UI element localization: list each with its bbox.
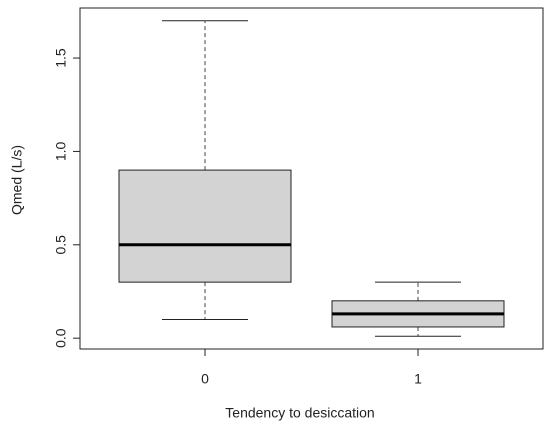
x-tick-label: 0 xyxy=(201,371,209,387)
y-tick-label: 1.5 xyxy=(53,48,69,68)
plot-frame xyxy=(79,7,544,350)
box xyxy=(118,169,292,283)
x-tick-label: 1 xyxy=(414,371,422,387)
y-tick-label: 1.0 xyxy=(53,141,69,161)
x-axis-label: Tendency to desiccation xyxy=(225,405,374,421)
y-tick-label: 0.5 xyxy=(53,235,69,255)
y-tick-label: 0.0 xyxy=(53,328,69,348)
y-axis-label: Qmed (L/s) xyxy=(9,145,25,215)
